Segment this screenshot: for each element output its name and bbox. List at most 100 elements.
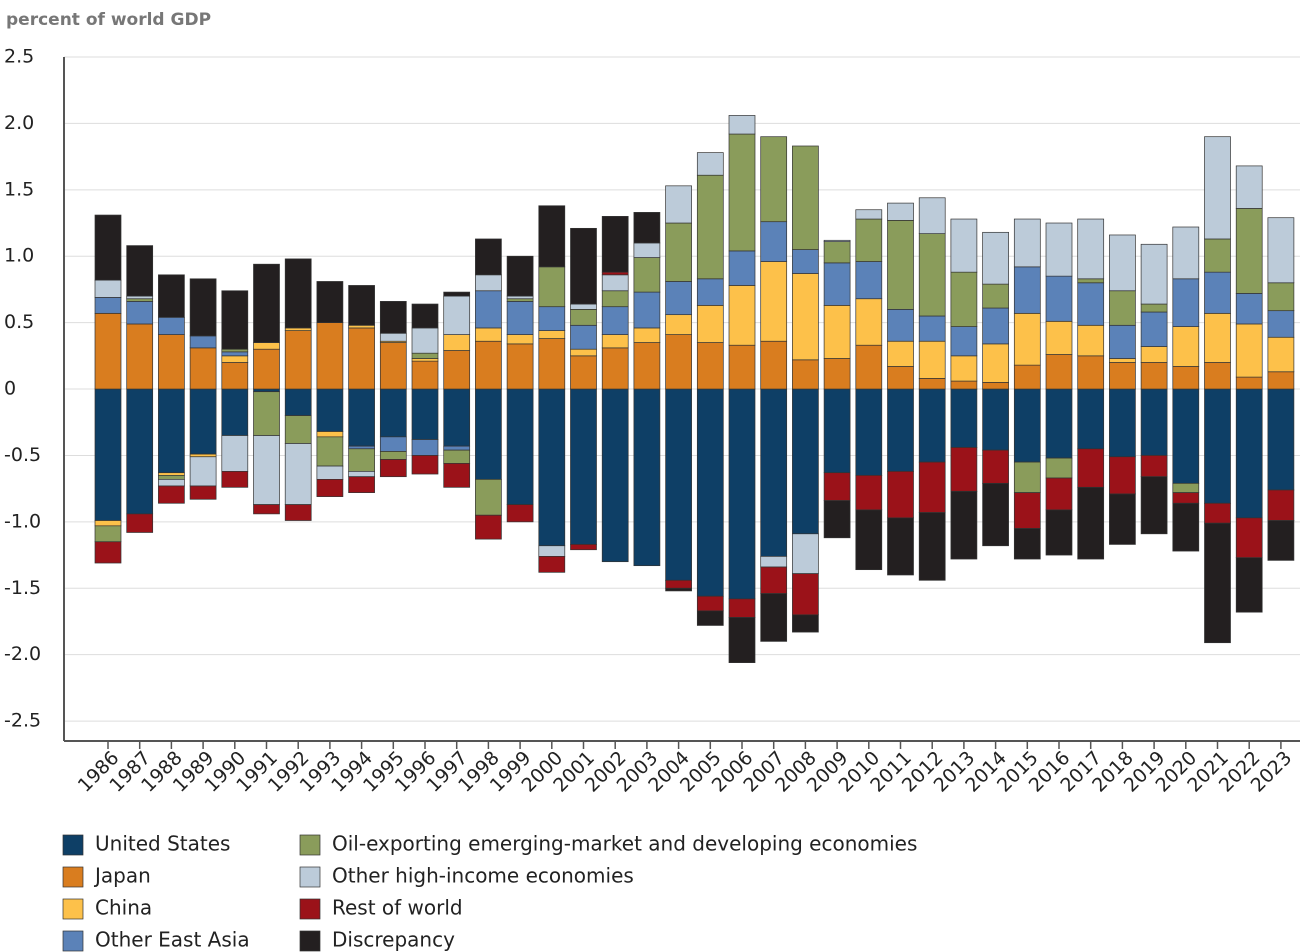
bar-segment bbox=[1077, 355, 1105, 390]
bar-segment bbox=[982, 307, 1009, 345]
bar-segment bbox=[1140, 362, 1168, 390]
bar-segment bbox=[760, 340, 788, 390]
bar-segment bbox=[633, 327, 661, 343]
legend-swatch bbox=[299, 866, 321, 888]
bar-segment bbox=[253, 388, 280, 393]
y-tick-label: 2.0 bbox=[4, 112, 34, 134]
bar-segment bbox=[823, 500, 851, 539]
bar-segment bbox=[760, 593, 788, 642]
bar-segment bbox=[253, 342, 280, 350]
bar-segment bbox=[221, 471, 249, 488]
bar-segment bbox=[887, 340, 914, 367]
bar-segment bbox=[158, 274, 185, 318]
bar-segment bbox=[94, 312, 122, 390]
bar-segment bbox=[696, 610, 724, 626]
bar-segment bbox=[538, 306, 566, 331]
bar-segment bbox=[443, 291, 471, 297]
bar-segment bbox=[158, 334, 185, 390]
bar-segment bbox=[443, 388, 471, 447]
bar-segment bbox=[475, 238, 502, 276]
bar-segment bbox=[1172, 278, 1200, 327]
bar-segment bbox=[126, 301, 154, 325]
bar-segment bbox=[284, 443, 312, 505]
bar-segment bbox=[1109, 456, 1136, 495]
bar-segment bbox=[411, 303, 439, 329]
bar-segment bbox=[982, 449, 1009, 484]
bar-segment bbox=[665, 281, 692, 316]
legend-swatch bbox=[299, 898, 321, 920]
bar-segment bbox=[950, 355, 978, 382]
bar-segment bbox=[158, 485, 185, 504]
bar-segment bbox=[1077, 278, 1105, 284]
bar-segment bbox=[189, 388, 217, 455]
bar-segment bbox=[601, 274, 629, 292]
bar-segment bbox=[887, 202, 914, 221]
bar-segment bbox=[1267, 520, 1295, 561]
bar-segment bbox=[411, 352, 439, 359]
bar-segment bbox=[1045, 320, 1073, 355]
bar-segment bbox=[1235, 208, 1263, 294]
bar-segment bbox=[982, 388, 1009, 451]
bar-segment bbox=[506, 295, 534, 300]
bar-segment bbox=[475, 514, 502, 540]
bar-segment bbox=[475, 340, 502, 390]
legend-label: Other high-income economies bbox=[332, 864, 634, 888]
bar-segment bbox=[379, 388, 407, 438]
bar-segment bbox=[665, 579, 692, 589]
bar-segment bbox=[665, 314, 692, 335]
bar-segment bbox=[1172, 226, 1200, 280]
bar-segment bbox=[1204, 388, 1231, 504]
bar-segment bbox=[1109, 493, 1136, 545]
bar-segment bbox=[158, 475, 185, 480]
bar-segment bbox=[855, 209, 883, 220]
bar-segment bbox=[601, 290, 629, 308]
legend-swatch bbox=[62, 898, 84, 920]
bar-segment bbox=[760, 556, 788, 568]
bar-segment bbox=[253, 263, 280, 343]
bar-segment bbox=[760, 221, 788, 262]
bar-segment bbox=[253, 391, 280, 436]
bar-segment bbox=[982, 382, 1009, 390]
bar-segment bbox=[887, 471, 914, 519]
bar-segment bbox=[570, 308, 597, 326]
bar-segment bbox=[411, 358, 439, 362]
bar-segment bbox=[411, 439, 439, 456]
bar-segment bbox=[601, 347, 629, 390]
bar-segment bbox=[887, 388, 914, 472]
bar-segment bbox=[506, 255, 534, 297]
bar-segment bbox=[1077, 388, 1105, 450]
bar-segment bbox=[1013, 492, 1041, 529]
bar-segment bbox=[1204, 522, 1231, 644]
bar-segment bbox=[411, 360, 439, 390]
bar-segment bbox=[855, 509, 883, 571]
bar-segment bbox=[982, 231, 1009, 285]
bar-segment bbox=[348, 285, 375, 326]
bar-segment bbox=[1235, 388, 1263, 519]
bar-segment bbox=[1109, 388, 1136, 458]
bar-segment bbox=[792, 388, 819, 535]
bar-segment bbox=[792, 359, 819, 390]
bar-segment bbox=[633, 257, 661, 293]
bar-segment bbox=[1140, 303, 1168, 313]
bar-segment bbox=[1267, 282, 1295, 312]
bar-segment bbox=[158, 472, 185, 476]
bar-segment bbox=[1140, 388, 1168, 456]
bar-segment bbox=[1077, 324, 1105, 357]
bar-segment bbox=[221, 351, 249, 357]
bar-segment bbox=[94, 388, 122, 521]
bar-segment bbox=[189, 453, 217, 458]
bar-segment bbox=[316, 322, 344, 390]
bar-segment bbox=[696, 305, 724, 343]
bar-segment bbox=[411, 455, 439, 475]
bar-segment bbox=[633, 342, 661, 390]
y-tick-label: -0.5 bbox=[4, 444, 41, 466]
legend-label: Other East Asia bbox=[95, 928, 250, 952]
bar-segment bbox=[792, 249, 819, 274]
bar-segment bbox=[1235, 557, 1263, 613]
bar-segment bbox=[348, 324, 375, 329]
bar-segment bbox=[855, 475, 883, 511]
bar-segment bbox=[316, 431, 344, 438]
bar-segment bbox=[411, 327, 439, 354]
bar-segment bbox=[316, 479, 344, 497]
bar-segment bbox=[823, 388, 851, 474]
